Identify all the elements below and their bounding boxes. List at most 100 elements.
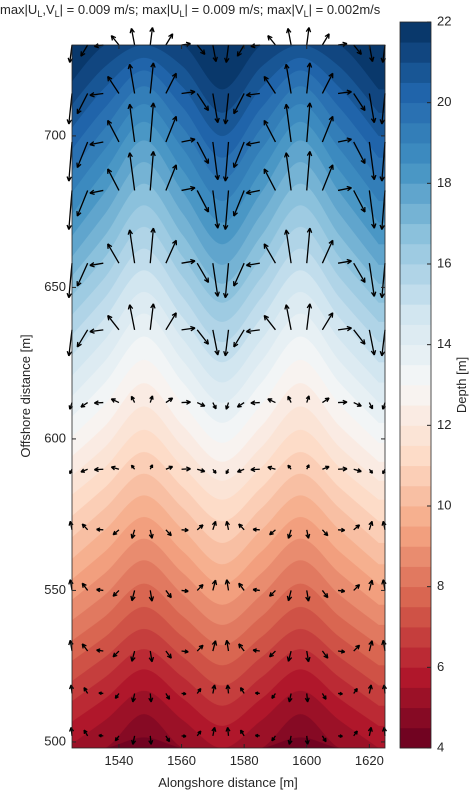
arrow (321, 312, 334, 331)
arrow (127, 103, 136, 143)
colorbar-tick-label: 4 (437, 739, 444, 754)
arrow (233, 329, 245, 348)
arrow (267, 398, 276, 404)
arrow (368, 640, 374, 652)
arrow (196, 524, 204, 531)
arrow (211, 520, 217, 531)
arrow (321, 33, 330, 46)
arrow (112, 650, 120, 658)
colorbar-band (400, 385, 431, 406)
colorbar-band (400, 485, 431, 507)
arrow (368, 579, 374, 591)
colorbar-band (400, 727, 431, 749)
arrow (148, 650, 155, 663)
arrow (225, 684, 231, 694)
arrow (127, 63, 136, 94)
arrow (337, 185, 352, 192)
arrow (368, 263, 377, 297)
arrow (165, 590, 172, 599)
colorbar-band (400, 586, 431, 608)
arrow (283, 152, 292, 191)
arrow (379, 93, 386, 125)
arrow (96, 587, 104, 593)
arrow (353, 687, 358, 694)
arrow (379, 329, 386, 357)
arrow (379, 141, 386, 182)
arrow (114, 735, 120, 742)
arrow (80, 468, 88, 473)
arrow (98, 733, 104, 738)
colorbar-band (400, 707, 431, 729)
y-tick-label: 500 (44, 733, 66, 748)
arrow (225, 726, 231, 736)
arrow (305, 27, 312, 46)
colorbar-band (400, 324, 431, 346)
arrow (337, 137, 352, 143)
arrow (353, 262, 366, 284)
arrow (263, 119, 277, 143)
arrow (368, 141, 377, 181)
arrow (263, 75, 276, 94)
arrow (305, 395, 311, 403)
arrow (211, 640, 218, 652)
arrow (238, 582, 245, 591)
arrow (353, 93, 366, 112)
arrow (379, 190, 386, 230)
arrow (271, 735, 276, 742)
arrow (254, 691, 260, 696)
arrow (81, 582, 89, 591)
arrow (238, 523, 245, 531)
arrow (93, 466, 104, 473)
arrow (165, 397, 174, 404)
arrow (181, 89, 196, 95)
arrow (368, 190, 377, 229)
colorbar-band (400, 647, 431, 668)
arrow (250, 466, 260, 473)
colorbar-band (400, 304, 431, 325)
arrow (225, 468, 230, 475)
arrow (321, 164, 334, 191)
arrow (306, 227, 313, 264)
arrow (368, 520, 374, 531)
arrow (337, 691, 343, 696)
arrow (148, 529, 154, 539)
arrow (181, 399, 191, 405)
colorbar-band (400, 405, 431, 426)
arrow (181, 691, 187, 696)
colorbar-tick-label: 6 (437, 659, 444, 674)
arrow (165, 735, 171, 743)
arrow (353, 644, 361, 652)
arrow (245, 91, 260, 98)
x-tick-label: 1600 (292, 753, 321, 768)
title-part: ,V (42, 2, 55, 17)
arrow (196, 262, 210, 284)
arrow (222, 141, 230, 182)
arrow (305, 650, 311, 663)
title-part: | = 0.002m/s (309, 2, 381, 17)
arrow (131, 735, 137, 745)
arrow (269, 529, 276, 536)
arrow (196, 583, 204, 591)
arrow (149, 102, 156, 143)
arrow (321, 239, 334, 264)
x-tick-label: 1620 (355, 753, 384, 768)
arrow (224, 44, 230, 63)
arrow (271, 693, 276, 699)
arrow (286, 650, 293, 662)
arrow (165, 693, 171, 700)
y-tick-label: 600 (44, 430, 66, 445)
colorbar-band (400, 223, 431, 245)
arrow (305, 590, 311, 602)
arrow (287, 693, 293, 703)
arrow (322, 465, 330, 470)
arrow (80, 402, 89, 408)
arrow (305, 529, 311, 539)
arrow (181, 734, 187, 738)
arrow (236, 402, 245, 408)
arrow (287, 529, 293, 539)
arrow (165, 115, 178, 143)
arrow (165, 465, 174, 470)
arrow (379, 263, 386, 299)
arrow (224, 639, 231, 652)
colorbar-band (400, 183, 431, 204)
